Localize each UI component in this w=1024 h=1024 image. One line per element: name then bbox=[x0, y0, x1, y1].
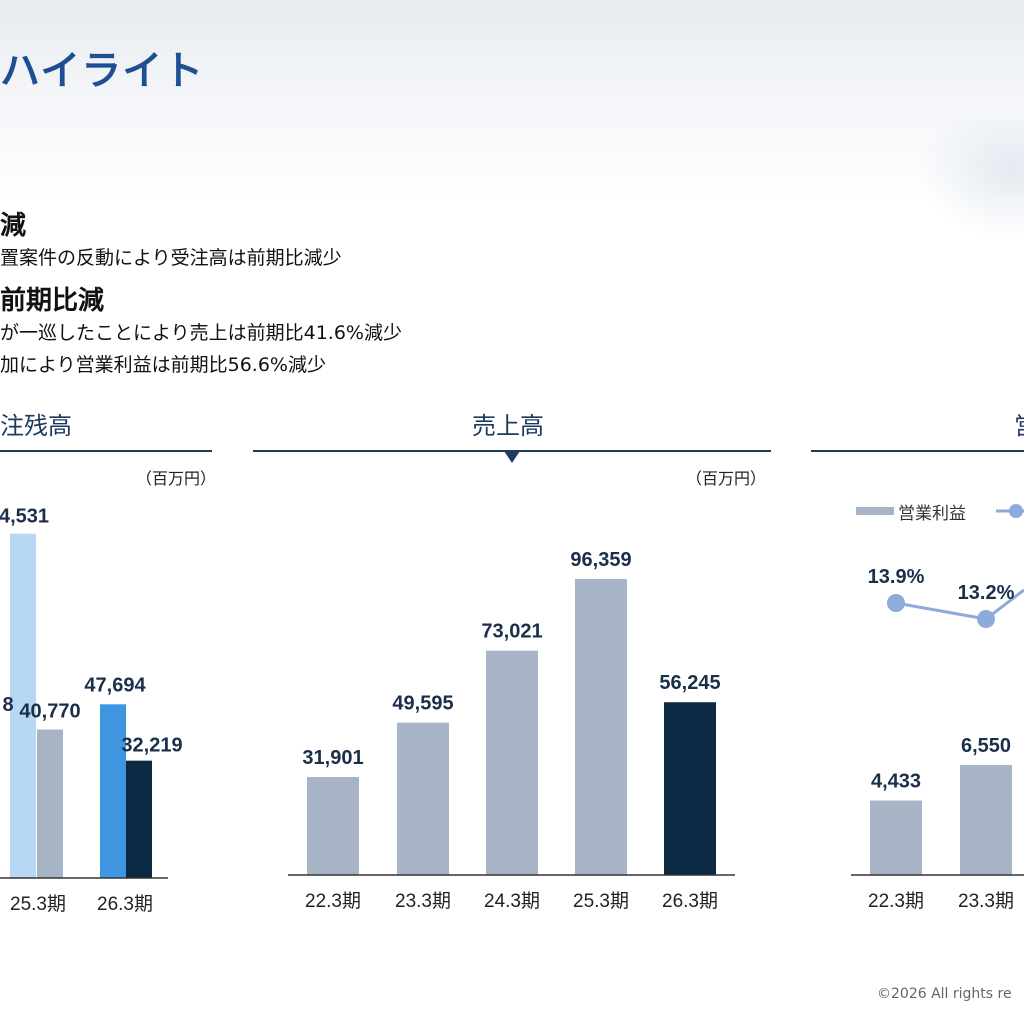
bar-sales-2 bbox=[486, 650, 538, 875]
tick-sales-1: 23.3期 bbox=[395, 890, 451, 912]
section2-bullet-1: が一巡したことにより売上は前期比41.6%減少 bbox=[0, 322, 402, 344]
tick-sales-3: 25.3期 bbox=[573, 890, 629, 912]
label-backlog-partial: 4,531 bbox=[0, 506, 49, 528]
right-panel-divider bbox=[811, 450, 1024, 452]
bar-profit-1 bbox=[960, 765, 1012, 875]
bar-sales-1 bbox=[397, 722, 449, 875]
bar-backlog-26-3-b bbox=[126, 760, 152, 878]
label-sales-0: 31,901 bbox=[302, 747, 363, 769]
legend-line-marker bbox=[1009, 504, 1023, 518]
margin-point-0 bbox=[887, 594, 905, 612]
tick-sales-2: 24.3期 bbox=[484, 890, 540, 912]
left-panel-divider bbox=[0, 450, 212, 452]
section2-heading: 前期比減 bbox=[0, 286, 105, 316]
tick-profit-1: 23.3期 bbox=[958, 890, 1014, 912]
bar-backlog-26-3-a bbox=[100, 704, 126, 878]
bar-sales-4 bbox=[664, 702, 716, 875]
legend-bar-label: 営業利益 bbox=[898, 504, 966, 523]
label-profit-1: 6,550 bbox=[961, 735, 1011, 757]
operating-profit-chart: 営業利益 4,433 22.3期 6,550 23.3期 13.9% 13.2% bbox=[851, 504, 1024, 912]
tick-sales-0: 22.3期 bbox=[305, 890, 361, 912]
margin-label-1: 13.2% bbox=[958, 582, 1015, 604]
section1-bullet: 置案件の反動により受注高は前期比減少 bbox=[0, 247, 342, 269]
tick-sales-4: 26.3期 bbox=[662, 890, 718, 912]
left-panel-unit: （百万円） bbox=[136, 469, 217, 488]
middle-panel-unit: （百万円） bbox=[686, 469, 767, 488]
right-panel-title: 営 bbox=[1014, 406, 1024, 441]
tick-26-3: 26.3期 bbox=[97, 893, 153, 915]
section1-heading: 減 bbox=[0, 211, 27, 241]
background-decoration bbox=[914, 120, 1024, 240]
bar-profit-0 bbox=[870, 800, 922, 875]
label-sales-2: 73,021 bbox=[481, 621, 542, 643]
bar-sales-3 bbox=[575, 579, 627, 875]
label-backlog-26-3-a: 47,694 bbox=[84, 674, 146, 696]
bar-backlog-partial bbox=[10, 533, 36, 878]
active-panel-arrow-icon bbox=[504, 451, 520, 463]
margin-label-0: 13.9% bbox=[868, 566, 925, 588]
header-background bbox=[0, 0, 1024, 200]
label-sales-1: 49,595 bbox=[392, 693, 453, 715]
margin-point-1 bbox=[977, 610, 995, 628]
label-backlog-25-3: 40,770 bbox=[19, 701, 80, 723]
label-backlog-26-3-b: 32,219 bbox=[121, 735, 182, 757]
left-panel-title: 注残高 bbox=[0, 412, 72, 440]
label-backlog-partial-2: 8 bbox=[2, 694, 13, 716]
label-profit-0: 4,433 bbox=[871, 771, 921, 793]
tick-profit-0: 22.3期 bbox=[868, 890, 924, 912]
label-sales-3: 96,359 bbox=[570, 549, 631, 571]
bar-backlog-25-3 bbox=[37, 729, 63, 878]
bar-sales-0 bbox=[307, 777, 359, 875]
middle-panel-title: 売上高 bbox=[472, 412, 544, 440]
legend-bar-swatch bbox=[856, 507, 894, 515]
copyright: ©2026 All rights re bbox=[877, 986, 1012, 1002]
sales-chart: 31,901 22.3期 49,595 23.3期 73,021 24.3期 96,359 2… bbox=[288, 549, 735, 912]
tick-25-3: 25.3期 bbox=[10, 893, 66, 915]
label-sales-4: 56,245 bbox=[659, 672, 720, 694]
page-title: ハイライト bbox=[0, 48, 205, 94]
section2-bullet-2: 加により営業利益は前期比56.6%減少 bbox=[0, 354, 326, 376]
